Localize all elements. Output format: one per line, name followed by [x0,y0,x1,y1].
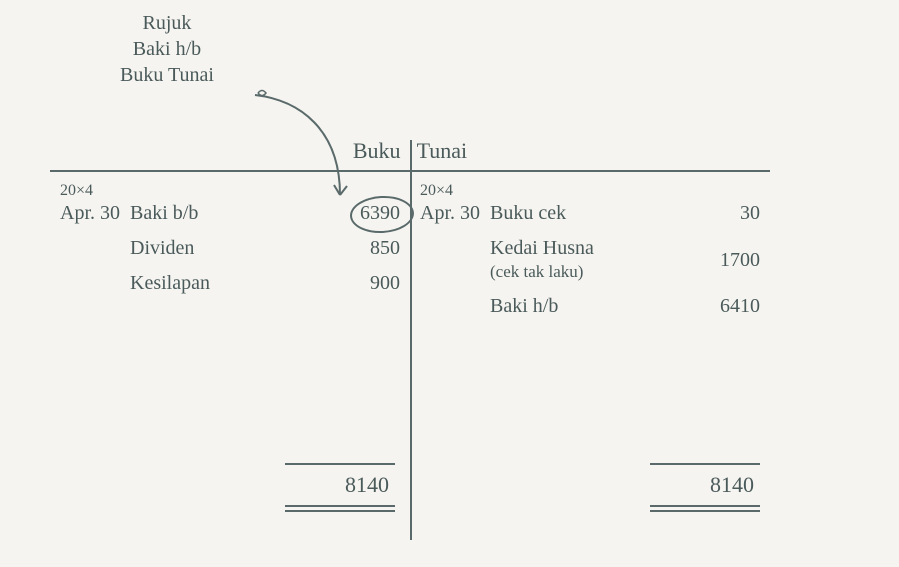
debit-year: 20×4 [60,182,400,200]
debit-total-block: 8140 [285,460,395,515]
credit-amt: 6410 [690,295,760,318]
double-rule [285,505,395,512]
debit-total: 8140 [285,468,395,502]
debit-desc: Dividen [130,237,330,260]
double-rule [650,505,760,512]
annotation-line2: Baki h/b [120,36,214,62]
credit-desc: Buku cek [490,202,690,225]
ledger-title-right: Tunai [417,138,468,163]
annotation-note: Rujuk Baki h/b Buku Tunai [120,10,214,88]
ledger-debit-side: 20×4 Apr. 30 Baki b/b 6390 Dividen 850 K… [50,178,410,307]
debit-row: Dividen 850 [60,237,400,260]
debit-amt-circled: 6390 [360,202,400,225]
ledger-title-left: Buku [353,138,401,163]
debit-row: Apr. 30 Baki b/b 6390 [60,202,400,225]
debit-row: Kesilapan 900 [60,272,400,295]
credit-year: 20×4 [420,182,760,200]
debit-desc: Baki b/b [130,202,330,225]
ledger-credit-side: 20×4 Apr. 30 Buku cek 30 Kedai Husna (ce… [410,178,770,330]
debit-amt: 900 [330,272,400,295]
credit-desc: Kedai Husna (cek tak laku) [490,237,690,283]
credit-desc-sub: (cek tak laku) [490,262,583,281]
credit-date: Apr. 30 [420,202,490,225]
credit-total: 8140 [650,468,760,502]
credit-row: Apr. 30 Buku cek 30 [420,202,760,225]
credit-row: Kedai Husna (cek tak laku) 1700 [420,237,760,283]
annotation-line3: Buku Tunai [120,62,214,88]
annotation-line1: Rujuk [120,10,214,36]
credit-total-block: 8140 [650,460,760,515]
debit-amt: 6390 [330,202,400,225]
credit-desc-main: Kedai Husna [490,237,594,259]
rule-line [285,463,395,465]
credit-desc: Baki h/b [490,295,690,318]
debit-amt: 850 [330,237,400,260]
debit-desc: Kesilapan [130,272,330,295]
credit-amt: 30 [690,202,760,225]
rule-line [650,463,760,465]
debit-date: Apr. 30 [60,202,130,225]
credit-row: Baki h/b 6410 [420,295,760,318]
credit-amt: 1700 [690,237,760,272]
